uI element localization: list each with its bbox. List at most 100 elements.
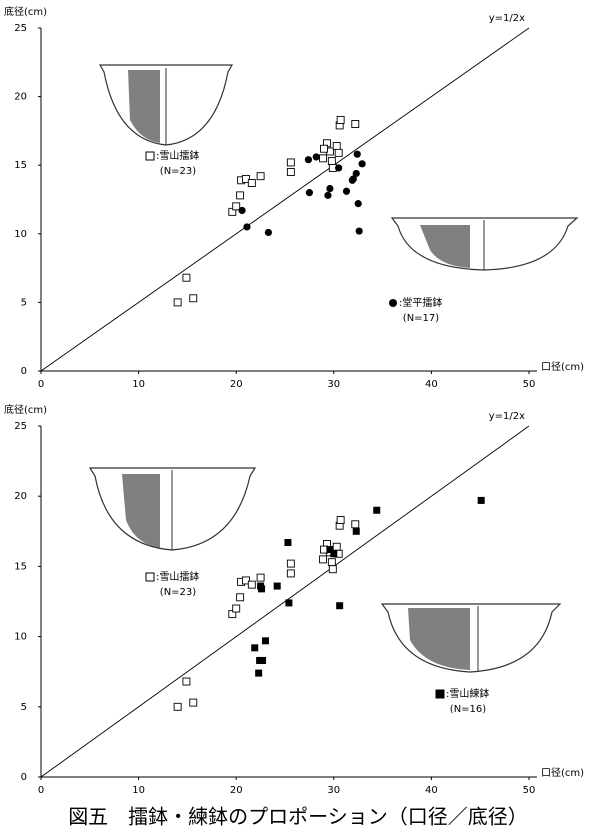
x-tick-label: 50 [523, 785, 536, 796]
point [326, 185, 333, 192]
point [313, 153, 320, 160]
point [343, 188, 350, 195]
point [287, 560, 294, 567]
point [183, 274, 190, 281]
point [259, 657, 266, 664]
bowl-illustration [90, 468, 255, 550]
legend-count: (N=16) [450, 704, 486, 715]
point [257, 173, 264, 180]
point [248, 180, 255, 187]
point [354, 151, 361, 158]
point [330, 550, 337, 557]
x-tick-label: 20 [230, 379, 243, 390]
legend-label: :雪山擂鉢 [156, 149, 199, 162]
point [243, 223, 250, 230]
point [248, 581, 255, 588]
point [356, 227, 363, 234]
x-tick-label: 40 [425, 379, 438, 390]
legend-label: :雪山練鉢 [446, 687, 489, 700]
point [190, 295, 197, 302]
figure: 図五 擂鉢・練鉢のプロポーション（口径／底径） 0102030405005101… [0, 0, 597, 840]
point [328, 559, 335, 566]
y-tick-label: 10 [14, 229, 27, 240]
point [324, 192, 331, 199]
point [174, 299, 181, 306]
bowl-illustration [382, 604, 560, 672]
point [287, 159, 294, 166]
legend-marker [389, 299, 397, 307]
x-axis-label: 口径(cm) [541, 360, 584, 373]
y-tick-label: 20 [14, 491, 27, 502]
x-axis-label: 口径(cm) [541, 766, 584, 779]
x-tick-label: 10 [132, 785, 145, 796]
reference-line-label: y=1/2x [489, 411, 525, 422]
point [329, 566, 336, 573]
legend-marker [436, 690, 444, 698]
point [285, 599, 292, 606]
point [305, 156, 312, 163]
point [328, 158, 335, 165]
y-tick-label: 25 [14, 421, 27, 432]
point [233, 203, 240, 210]
point [265, 229, 272, 236]
point [251, 644, 258, 651]
point [183, 678, 190, 685]
x-tick-label: 30 [327, 379, 340, 390]
y-tick-label: 5 [21, 297, 27, 308]
y-axis-label: 底径(cm) [4, 403, 47, 416]
point [190, 699, 197, 706]
point [335, 164, 342, 171]
point [255, 670, 262, 677]
point [359, 160, 366, 167]
y-tick-label: 15 [14, 160, 27, 171]
point [333, 142, 340, 149]
point [353, 528, 360, 535]
y-tick-label: 15 [14, 561, 27, 572]
point [262, 637, 269, 644]
x-tick-label: 50 [523, 379, 536, 390]
x-tick-label: 0 [38, 379, 44, 390]
point [352, 121, 359, 128]
x-tick-label: 10 [132, 379, 145, 390]
point [284, 539, 291, 546]
legend-marker [146, 152, 154, 160]
y-tick-label: 25 [14, 23, 27, 34]
y-tick-label: 20 [14, 92, 27, 103]
caption: 図五 擂鉢・練鉢のプロポーション（口径／底径） [68, 805, 528, 829]
point [287, 169, 294, 176]
point [333, 543, 340, 550]
y-tick-label: 5 [21, 702, 27, 713]
point [237, 594, 244, 601]
y-axis-label: 底径(cm) [4, 5, 47, 18]
legend-count: (N=17) [403, 313, 439, 324]
point [350, 175, 357, 182]
point [478, 497, 485, 504]
point [320, 556, 327, 563]
point [233, 605, 240, 612]
x-tick-label: 0 [38, 785, 44, 796]
point [321, 145, 328, 152]
point [306, 189, 313, 196]
point [238, 207, 245, 214]
y-tick-label: 10 [14, 632, 27, 643]
reference-line-label: y=1/2x [489, 13, 525, 24]
point [274, 583, 281, 590]
point [237, 192, 244, 199]
legend-label: :堂平擂鉢 [399, 296, 442, 309]
legend-label: :雪山擂鉢 [156, 570, 199, 583]
point [335, 149, 342, 156]
point [320, 155, 327, 162]
y-tick-label: 0 [21, 772, 27, 783]
legend-marker [146, 573, 154, 581]
point [257, 574, 264, 581]
point [336, 602, 343, 609]
bowl-illustration [100, 65, 232, 145]
x-tick-label: 40 [425, 785, 438, 796]
bowl-illustration [392, 218, 577, 270]
point [352, 521, 359, 528]
point [355, 200, 362, 207]
x-tick-label: 30 [327, 785, 340, 796]
point [174, 703, 181, 710]
x-tick-label: 20 [230, 785, 243, 796]
y-tick-label: 0 [21, 366, 27, 377]
